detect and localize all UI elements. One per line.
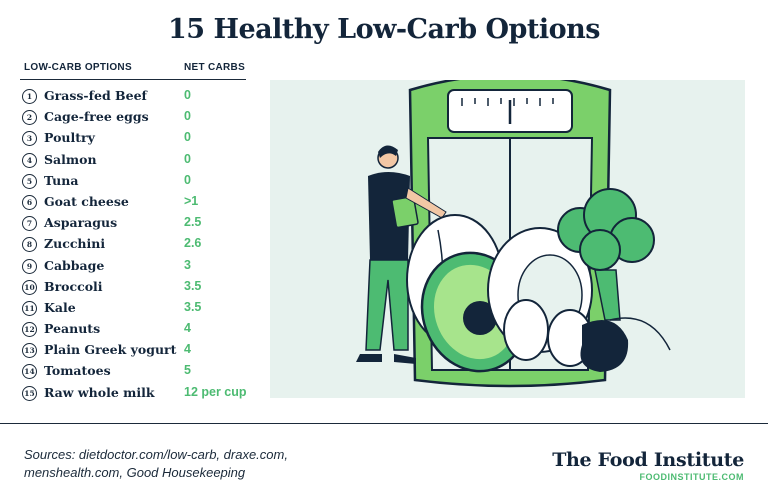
item-name: Grass-fed Beef <box>44 88 147 103</box>
list-item: 15 Raw whole milk 12 per cup <box>22 383 248 404</box>
list-item: 6 Goat cheese >1 <box>22 192 248 213</box>
egg-shape <box>503 299 549 361</box>
item-name: Salmon <box>44 151 97 167</box>
list-item: 10 Broccoli 3.5 <box>22 277 248 298</box>
list-item: 5 Tuna 0 <box>22 171 248 192</box>
item-net-carbs: 4 <box>184 342 191 357</box>
item-number-badge: 2 <box>22 110 37 126</box>
item-name: Tuna <box>44 172 79 188</box>
item-name: Cabbage <box>44 257 105 273</box>
illustration-panel <box>270 73 745 398</box>
item-number-badge: 11 <box>22 300 37 316</box>
header-divider <box>20 79 246 80</box>
item-net-carbs: 0 <box>184 130 191 145</box>
item-net-carbs: 4 <box>184 321 191 336</box>
brand-url: FOODINSTITUTE.COM <box>639 472 744 482</box>
item-number-badge: 6 <box>22 194 37 210</box>
list-item: 1 Grass-fed Beef 0 <box>22 86 248 107</box>
item-number-badge: 3 <box>22 131 37 147</box>
item-net-carbs: 5 <box>184 363 191 378</box>
list-item: 3 Poultry 0 <box>22 128 248 149</box>
item-net-carbs: 0 <box>184 151 191 166</box>
options-list: 1 Grass-fed Beef 0 2 Cage-free eggs 0 3 Poult… <box>22 86 248 404</box>
list-item: 2 Cage-free eggs 0 <box>22 107 248 128</box>
item-net-carbs: 12 per cup <box>184 384 247 399</box>
item-name: Goat cheese <box>44 193 129 209</box>
item-number-badge: 1 <box>22 89 37 104</box>
list-item: 8 Zucchini 2.6 <box>22 234 248 255</box>
column-header-net-carbs: NET CARBS <box>184 62 246 73</box>
item-number-badge: 15 <box>22 385 37 401</box>
list-item: 14 Tomatoes 5 <box>22 361 248 382</box>
shrimp-shape <box>580 320 629 372</box>
item-net-carbs: 2.6 <box>184 236 202 251</box>
item-name: Peanuts <box>44 321 101 337</box>
sources-line: menshealth.com, Good Housekeeping <box>24 465 246 480</box>
item-net-carbs: 0 <box>184 172 191 187</box>
item-name: Cage-free eggs <box>44 109 149 125</box>
item-number-badge: 10 <box>22 279 37 295</box>
item-name: Tomatoes <box>44 363 111 379</box>
person-figure <box>356 145 447 364</box>
item-number-badge: 8 <box>22 237 37 253</box>
item-net-carbs: 0 <box>184 109 191 124</box>
item-number-badge: 14 <box>22 364 37 380</box>
item-number-badge: 12 <box>22 322 37 338</box>
item-number-badge: 13 <box>22 343 37 359</box>
item-number-badge: 4 <box>22 152 37 168</box>
item-net-carbs: 0 <box>184 88 191 102</box>
sources-text: Sources: dietdoctor.com/low-carb, draxe.… <box>24 446 354 482</box>
item-number-badge: 5 <box>22 173 37 189</box>
broccoli-shape <box>557 188 655 321</box>
scale-dial-ticks <box>461 98 554 124</box>
sources-line: Sources: dietdoctor.com/low-carb, draxe.… <box>24 447 288 462</box>
item-name: Plain Greek yogurt <box>44 342 177 358</box>
item-name: Poultry <box>44 130 95 146</box>
item-name: Raw whole milk <box>44 384 155 400</box>
item-number-badge: 7 <box>22 216 37 232</box>
list-item: 4 Salmon 0 <box>22 150 248 171</box>
item-name: Zucchini <box>44 236 106 252</box>
page-title: 15 Healthy Low-Carb Options <box>168 14 601 45</box>
item-net-carbs: 2.5 <box>184 215 202 230</box>
column-header-options: LOW-CARB OPTIONS <box>24 62 132 73</box>
item-name: Kale <box>44 299 76 315</box>
item-net-carbs: 3 <box>184 257 191 272</box>
brand-name: The Food Institute <box>552 449 744 471</box>
item-net-carbs: 3.5 <box>184 278 202 293</box>
item-name: Asparagus <box>44 215 118 231</box>
item-net-carbs: >1 <box>184 193 199 208</box>
list-item: 12 Peanuts 4 <box>22 319 248 340</box>
brand-logo: The Food Institute FOODINSTITUTE.COM <box>552 449 744 482</box>
list-item: 7 Asparagus 2.5 <box>22 213 248 234</box>
list-item: 9 Cabbage 3 <box>22 256 248 277</box>
footer-divider <box>0 423 768 424</box>
item-name: Broccoli <box>44 278 103 294</box>
list-item: 11 Kale 3.5 <box>22 298 248 319</box>
item-number-badge: 9 <box>22 258 37 274</box>
list-item: 13 Plain Greek yogurt 4 <box>22 340 248 361</box>
item-net-carbs: 3.5 <box>184 299 202 314</box>
scale-food-illustration <box>356 73 671 388</box>
